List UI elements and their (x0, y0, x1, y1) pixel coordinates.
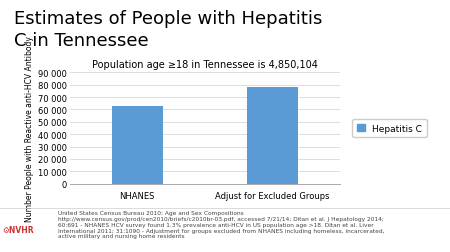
Text: United States Census Bureau 2010: Age and Sex Compositions
http://www.census.gov: United States Census Bureau 2010: Age an… (58, 210, 385, 238)
Bar (247, 87, 298, 184)
Text: Estimates of People with Hepatitis
C in Tennessee: Estimates of People with Hepatitis C in … (14, 10, 322, 50)
Y-axis label: Number People with Reactive anti-HCV Antibody: Number People with Reactive anti-HCV Ant… (25, 36, 34, 221)
Bar (112, 106, 163, 184)
Legend: Hepatitis C: Hepatitis C (352, 119, 427, 138)
Text: ⚙NVHR: ⚙NVHR (2, 225, 34, 234)
Title: Population age ≥18 in Tennessee is 4,850,104: Population age ≥18 in Tennessee is 4,850… (92, 59, 318, 70)
